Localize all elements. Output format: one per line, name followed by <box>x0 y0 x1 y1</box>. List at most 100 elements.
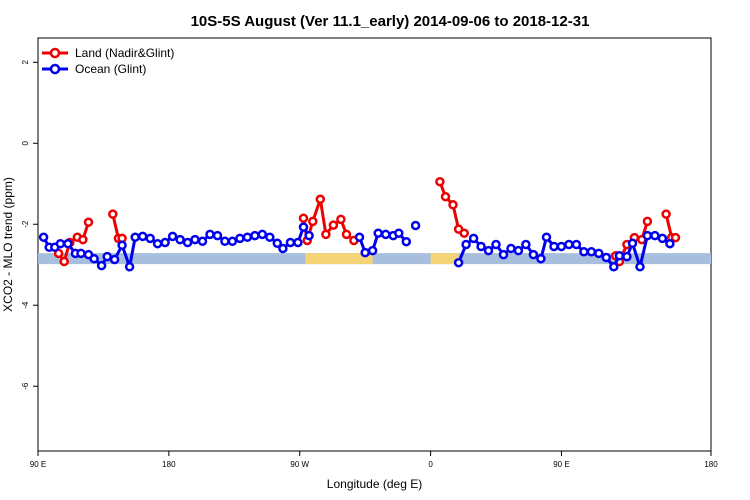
series-1-point-0-26 <box>220 236 230 247</box>
series-0-point-2-4 <box>321 229 331 240</box>
series-1-point-0-4 <box>63 238 73 249</box>
series-1-point-1-7 <box>401 236 412 247</box>
series-1-point-0-25 <box>212 230 223 241</box>
y-tick-label-3: -4 <box>21 301 30 309</box>
series-1-point-3-25 <box>635 262 645 272</box>
series-1-point-0-29 <box>242 232 253 242</box>
series-0-point-0-4 <box>78 234 88 245</box>
series-1-point-3-24 <box>627 238 638 249</box>
legend-marker-1 <box>49 63 61 75</box>
plot-frame <box>37 37 712 452</box>
y-tick-label-1: 0 <box>21 141 30 146</box>
series-1-point-0-38 <box>304 230 314 241</box>
series-1-point-0-3 <box>55 238 66 249</box>
series-1-point-0-28 <box>235 233 245 244</box>
series-1-point-0-6 <box>76 248 86 259</box>
series-1-point-3-1 <box>461 239 471 250</box>
series-0-point-3-1 <box>440 191 451 202</box>
series-0-point-2-0 <box>298 213 309 223</box>
series-0-point-3-4 <box>459 228 469 238</box>
series-0-point-2-5 <box>328 220 339 230</box>
series-layer <box>38 176 681 272</box>
series-1-point-0-30 <box>250 230 260 241</box>
legend: Land (Nadir&Glint) Ocean (Glint) <box>42 46 174 76</box>
series-1-point-0-36 <box>293 237 303 248</box>
series-0-point-2-7 <box>341 229 352 240</box>
series-1-point-3-20 <box>601 252 612 263</box>
series-1-point-3-8 <box>513 245 524 256</box>
x-tick-label-0: 90 E <box>30 460 46 469</box>
series-1-point-0-0 <box>38 232 49 242</box>
series-1-point-3-28 <box>657 233 668 244</box>
x-axis-label: Longitude (deg E) <box>327 477 422 491</box>
series-1-point-3-10 <box>528 249 539 260</box>
series-1-point-0-33 <box>272 238 283 249</box>
series-1-point-0-22 <box>190 234 200 245</box>
series-1-point-3-16 <box>571 239 582 250</box>
series-0-point-5-0 <box>661 209 671 219</box>
series-1-point-0-27 <box>227 236 238 247</box>
series-1-point-0-34 <box>278 243 288 254</box>
series-1-point-1-6 <box>394 228 404 238</box>
series-1-point-0-10 <box>102 251 112 262</box>
series-1-point-3-2 <box>468 233 479 244</box>
series-0-point-2-3 <box>315 194 326 204</box>
series-0-point-1-0 <box>108 209 118 219</box>
series-1-point-3-9 <box>521 239 531 250</box>
x-tick-label-4: 90 E <box>553 460 569 469</box>
series-1-point-0-20 <box>175 234 185 245</box>
y-tick-label-4: -6 <box>21 382 30 390</box>
series-1-point-0-17 <box>152 238 163 249</box>
series-1-point-3-4 <box>483 245 494 256</box>
series-1-point-3-19 <box>594 248 604 259</box>
series-0-point-0-1 <box>59 256 69 267</box>
series-1-point-0-35 <box>285 237 296 248</box>
series-1-point-0-31 <box>257 229 268 240</box>
series-0-point-4-5 <box>642 216 653 227</box>
series-1-point-3-13 <box>549 241 559 252</box>
series-0-point-3-2 <box>448 200 458 210</box>
series-1-point-0-18 <box>160 237 170 248</box>
series-1-point-3-0 <box>453 257 464 268</box>
series-1 <box>38 220 675 272</box>
series-1-point-0-14 <box>130 232 140 242</box>
series-1-point-3-14 <box>556 241 567 252</box>
series-1-point-3-23 <box>622 251 632 262</box>
x-tick-label-3: 0 <box>428 460 433 469</box>
series-1-point-1-0 <box>354 232 365 242</box>
series-1-point-3-21 <box>609 262 619 272</box>
series-1-point-0-12 <box>117 240 127 251</box>
y-axis-ticks: 2 0 -2 -4 -6 <box>21 60 38 390</box>
series-1-point-0-23 <box>197 236 208 247</box>
series-1-point-1-2 <box>367 245 378 256</box>
series-1-point-3-26 <box>642 230 653 241</box>
series-1-point-0-21 <box>182 237 193 248</box>
series-1-point-2-0 <box>410 220 421 231</box>
chart-title: 10S-5S August (Ver 11.1_early) 2014-09-0… <box>191 13 590 30</box>
series-1-point-0-37 <box>298 222 309 232</box>
y-tick-label-0: 2 <box>21 60 30 65</box>
series-0-point-5-2 <box>670 232 681 243</box>
series-1-point-1-4 <box>380 229 391 240</box>
y-axis-label: XCO2 - MLO trend (ppm) <box>1 177 15 312</box>
series-0-point-0-5 <box>83 217 94 227</box>
series-1-point-0-24 <box>205 229 215 240</box>
series-1-point-1-3 <box>373 228 383 238</box>
series-1-point-3-15 <box>564 239 574 250</box>
series-1-point-0-15 <box>137 231 148 242</box>
series-1-point-3-11 <box>536 253 546 264</box>
legend-marker-0 <box>49 47 61 59</box>
series-1-point-0-8 <box>89 253 99 264</box>
y-tick-label-2: -2 <box>21 220 30 228</box>
series-1-point-3-12 <box>541 232 552 242</box>
series-1-point-3-3 <box>476 241 486 252</box>
series-0-point-3-0 <box>435 176 445 187</box>
series-1-point-0-11 <box>109 254 120 265</box>
series-1-point-0-9 <box>96 260 107 271</box>
series-1-point-0-16 <box>145 233 155 244</box>
series-1-point-0-32 <box>265 232 275 242</box>
legend-label-0: Land (Nadir&Glint) <box>75 46 174 60</box>
series-1-point-3-17 <box>579 247 589 257</box>
series-1-point-3-7 <box>506 243 516 254</box>
